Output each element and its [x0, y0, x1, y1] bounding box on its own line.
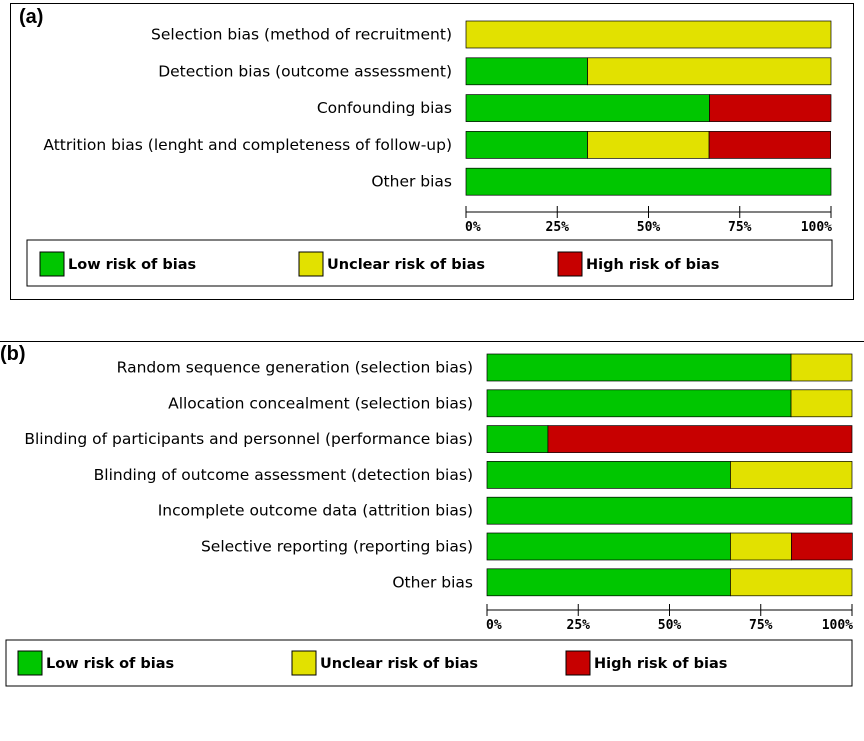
category-label: Selection bias (method of recruitment): [151, 26, 452, 44]
bar-segment-high: [547, 425, 853, 453]
category-label: Blinding of participants and personnel (…: [24, 430, 473, 448]
legend-swatch-high: [557, 251, 583, 277]
legend-box: [26, 239, 833, 287]
bar-segment-unclear: [790, 353, 853, 382]
panel-a-frame: [10, 3, 854, 300]
bar-segment-high: [708, 131, 831, 159]
legend-label-low: Low risk of bias: [46, 656, 174, 672]
bar-segment-unclear: [790, 389, 853, 418]
bar-segment-unclear: [730, 568, 853, 597]
category-label: Random sequence generation (selection bi…: [117, 359, 473, 377]
bar-segment-low: [465, 57, 588, 86]
bar-segment-low: [465, 131, 588, 159]
category-label: Allocation concealment (selection bias): [168, 394, 473, 412]
category-label: Incomplete outcome data (attrition bias): [158, 502, 473, 520]
legend-label-low: Low risk of bias: [68, 257, 196, 273]
legend-swatch-low: [17, 650, 43, 676]
legend-swatch-low: [39, 251, 65, 277]
bar-segment-low: [486, 425, 549, 453]
x-tick-label: 100%: [822, 618, 853, 633]
bar-segment-unclear: [587, 131, 710, 159]
legend-label-high: High risk of bias: [594, 656, 727, 672]
category-label: Other bias: [392, 573, 473, 591]
bar-segment-unclear: [587, 57, 832, 86]
x-tick-label: 75%: [749, 618, 773, 633]
x-tick-label: 75%: [728, 220, 752, 235]
bar-segment-low: [486, 496, 853, 525]
bar-segment-low: [465, 94, 710, 122]
bar-segment-high: [791, 532, 853, 561]
bar-segment-unclear: [465, 20, 832, 49]
bar-segment-low: [486, 532, 731, 561]
category-label: Other bias: [371, 173, 452, 191]
bar-segment-low: [486, 568, 731, 597]
category-label: Selective reporting (reporting bias): [201, 538, 473, 556]
x-tick-label: 25%: [567, 618, 591, 633]
legend-label-unclear: Unclear risk of bias: [320, 656, 478, 672]
bar-segment-low: [465, 167, 832, 196]
panel-b-frame: [0, 341, 864, 741]
legend-label-high: High risk of bias: [586, 257, 719, 273]
bar-segment-unclear: [730, 532, 792, 561]
x-tick-label: 0%: [465, 220, 481, 235]
x-tick-label: 50%: [658, 618, 682, 633]
legend-swatch-unclear: [291, 650, 317, 676]
legend-box: [5, 639, 853, 687]
x-tick-label: 100%: [801, 220, 832, 235]
category-label: Blinding of outcome assessment (detectio…: [94, 466, 473, 484]
legend-swatch-high: [565, 650, 591, 676]
category-label: Detection bias (outcome assessment): [158, 62, 452, 80]
bar-segment-unclear: [730, 461, 853, 489]
x-tick-label: 50%: [637, 220, 661, 235]
category-label: Attrition bias (lenght and completeness …: [43, 136, 452, 154]
x-tick-label: 25%: [546, 220, 570, 235]
legend-swatch-unclear: [298, 251, 324, 277]
bar-segment-high: [709, 94, 832, 122]
bar-segment-low: [486, 389, 792, 418]
bar-segment-low: [486, 461, 731, 489]
risk-of-bias-charts: Selection bias (method of recruitment) De…: [5, 20, 853, 687]
panel-a-label: (a): [19, 6, 44, 28]
legend-label-unclear: Unclear risk of bias: [327, 257, 485, 273]
bar-segment-low: [486, 353, 792, 382]
category-label: Confounding bias: [317, 99, 452, 117]
panel-b-label: (b): [0, 343, 26, 365]
x-tick-label: 0%: [486, 618, 502, 633]
